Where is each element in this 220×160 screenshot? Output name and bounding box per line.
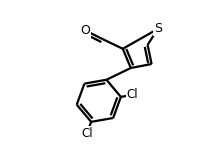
Text: S: S (154, 22, 162, 35)
Text: Cl: Cl (81, 127, 93, 140)
Text: Cl: Cl (127, 88, 138, 101)
Text: O: O (80, 24, 90, 37)
